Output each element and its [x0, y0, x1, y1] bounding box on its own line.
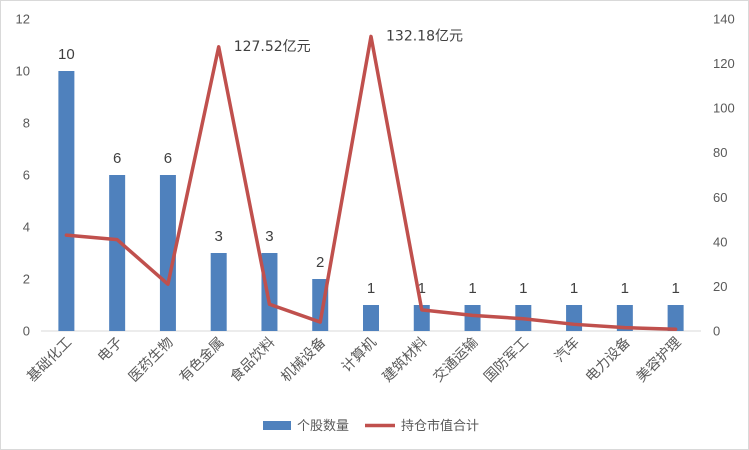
legend-line-label: 持仓市值合计 [401, 418, 479, 434]
left-axis-tick-label: 12 [16, 12, 30, 27]
bar-data-label: 1 [367, 280, 375, 297]
left-axis-tick-label: 2 [23, 272, 30, 287]
bar-data-label: 1 [519, 280, 527, 297]
category-label: 电力设备 [582, 334, 634, 386]
bar-data-label: 10 [58, 46, 75, 63]
category-label: 美容护理 [633, 334, 685, 386]
bar-data-label: 3 [265, 228, 273, 245]
bar [261, 253, 278, 331]
category-label: 医药生物 [126, 335, 177, 386]
category-label: 国防军工 [481, 335, 532, 386]
right-axis-tick-label: 120 [713, 56, 735, 71]
bar-data-label: 3 [215, 228, 223, 245]
bar [464, 305, 481, 331]
right-axis-tick-label: 60 [713, 190, 727, 205]
left-axis-ticks: 0 2 4 6 8 10 12 [16, 12, 30, 339]
left-axis-tick-label: 8 [23, 116, 30, 131]
category-label: 建筑材料 [380, 335, 431, 386]
bar [616, 305, 633, 331]
bar-data-label: 2 [316, 254, 324, 271]
category-label: 机械设备 [277, 334, 329, 386]
category-label: 有色金属 [176, 334, 228, 386]
right-axis-tick-label: 100 [713, 101, 735, 116]
right-axis-tick-label: 80 [713, 145, 727, 160]
right-axis-tick-label: 20 [713, 279, 727, 294]
bar-data-label: 1 [671, 280, 679, 297]
category-label: 食品饮料 [227, 334, 279, 386]
bar-data-label: 1 [418, 280, 426, 297]
category-label: 计算机 [339, 335, 380, 376]
category-labels: 基础化工 电子 医药生物 有色金属 食品饮料 机械设备 计算机 建筑材料 交通运输 国防军工 汽车电… [24, 334, 685, 386]
right-axis-tick-label: 0 [713, 324, 720, 339]
line-annotation-label: 132.18亿元 [386, 28, 463, 44]
left-axis-tick-label: 6 [23, 168, 30, 183]
left-axis-tick-label: 10 [16, 64, 30, 79]
right-axis-ticks: 0 20 40 60 80 100 120 140 [713, 12, 735, 339]
bar [566, 305, 583, 331]
line-annotation-label: 127.52亿元 [234, 39, 311, 55]
legend-bar-label: 个股数量 [297, 419, 349, 434]
bar-data-label: 6 [164, 150, 172, 167]
right-axis-tick-label: 40 [713, 234, 727, 249]
line-series-market-value [64, 34, 678, 331]
bar-data-label: 6 [113, 150, 121, 167]
bar [363, 305, 379, 331]
line-annotations: 127.52亿元 132.18亿元 [234, 28, 463, 54]
left-axis-tick-label: 4 [23, 220, 30, 235]
bar-data-label: 1 [570, 280, 578, 297]
bar-data-label: 1 [468, 280, 476, 297]
category-label: 汽车 [551, 334, 583, 366]
bar [58, 71, 75, 331]
bar [109, 175, 126, 331]
bar-data-labels: 10 6 6 3 3 2 1 1 1 1 1 1 1 [58, 46, 680, 297]
left-axis-tick-label: 0 [23, 324, 30, 339]
category-label: 电子 [95, 335, 126, 366]
right-axis-tick-label: 140 [713, 12, 735, 27]
bar [159, 175, 176, 331]
bar [667, 305, 684, 331]
legend: 个股数量 持仓市值合计 [263, 418, 479, 434]
bar [210, 253, 227, 331]
legend-bar-swatch [263, 421, 291, 430]
category-label: 基础化工 [24, 334, 76, 386]
bar-data-label: 1 [621, 280, 629, 297]
category-label: 交通运输 [430, 334, 482, 386]
